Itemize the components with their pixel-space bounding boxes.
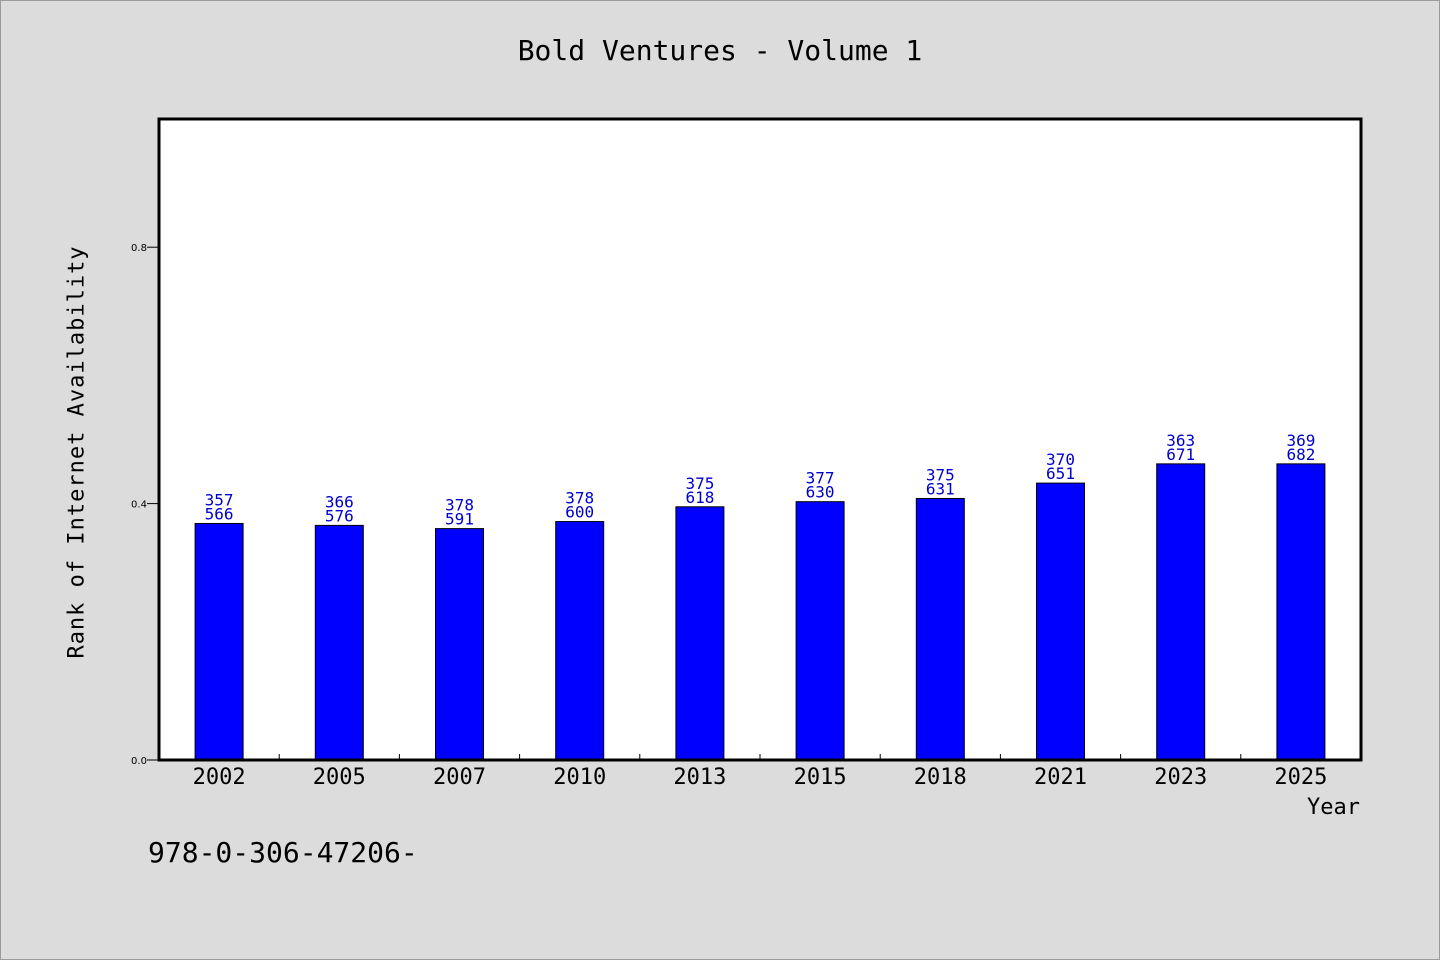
x-tick-label-2005: 2005 — [313, 765, 366, 790]
x-tick-label-2021: 2021 — [1034, 765, 1087, 790]
bar-2002 — [194, 522, 244, 761]
x-tick-label-2010: 2010 — [553, 765, 606, 790]
x-tick-label-2025: 2025 — [1274, 765, 1327, 790]
bar-label-2007-2: 591 — [445, 510, 474, 529]
bar-label-2013-2: 618 — [685, 488, 714, 507]
bar-label-2002-1: 357 — [205, 490, 234, 509]
bar-label-2010-2: 600 — [565, 503, 594, 522]
bar-label-2021-1: 370 — [1046, 450, 1075, 469]
y-tick-label: 0.4 — [131, 500, 147, 511]
bar-label-2018-1: 375 — [926, 465, 955, 484]
bar-label-2015-1: 377 — [806, 469, 835, 488]
bar-label-2023-2: 671 — [1166, 445, 1195, 464]
y-ticks-group: 0.0 0.4 0.8 — [131, 243, 159, 767]
bar-2007 — [435, 528, 484, 761]
x-tick-label-2023: 2023 — [1154, 765, 1207, 790]
plot-border — [157, 117, 1363, 762]
bar-2018 — [915, 497, 965, 761]
x-tick-label-2002: 2002 — [193, 765, 246, 790]
bar-label-2013-1: 375 — [685, 474, 714, 493]
y-tick-label: 0.0 — [131, 756, 147, 767]
isbn-text: 978-0-306-47206- — [148, 836, 418, 869]
bar-label-2025-2: 682 — [1286, 445, 1315, 464]
bar-2025 — [1276, 463, 1326, 761]
x-tick-label-2015: 2015 — [794, 765, 847, 790]
bar-label-2002-2: 566 — [205, 504, 234, 523]
bar-label-2018-2: 631 — [926, 479, 955, 498]
bar-label-2007-1: 378 — [445, 496, 474, 515]
bar-label-2015-2: 630 — [806, 483, 835, 502]
bar-2013 — [675, 506, 725, 761]
x-ticks-group: 2002 2005 2007 2010 2013 2015 2018 2021 2023 2025 — [193, 754, 1327, 790]
bar-label-2025-1: 369 — [1286, 431, 1315, 450]
bars-group — [194, 463, 1326, 761]
bar-label-2021-2: 651 — [1046, 464, 1075, 483]
bar-2023 — [1156, 463, 1206, 761]
bar-label-2005-1: 366 — [325, 492, 354, 511]
bar-label-2005-2: 576 — [325, 506, 354, 525]
y-tick-label: 0.8 — [131, 243, 147, 254]
bar-label-2023-1: 363 — [1166, 431, 1195, 450]
bar-label-2010-1: 378 — [565, 489, 594, 508]
bar-2021 — [1036, 482, 1085, 761]
x-axis-label: Year — [1307, 795, 1360, 820]
bar-2015 — [795, 501, 845, 761]
x-tick-label-2007: 2007 — [433, 765, 486, 790]
bar-2010 — [555, 521, 605, 761]
chart-title: Bold Ventures - Volume 1 — [517, 34, 923, 67]
x-tick-label-2018: 2018 — [914, 765, 967, 790]
x-tick-label-2013: 2013 — [673, 765, 726, 790]
bar-labels-group: 3575663665763785913786003756183776303756… — [205, 431, 1316, 529]
bar-2005 — [314, 524, 364, 761]
